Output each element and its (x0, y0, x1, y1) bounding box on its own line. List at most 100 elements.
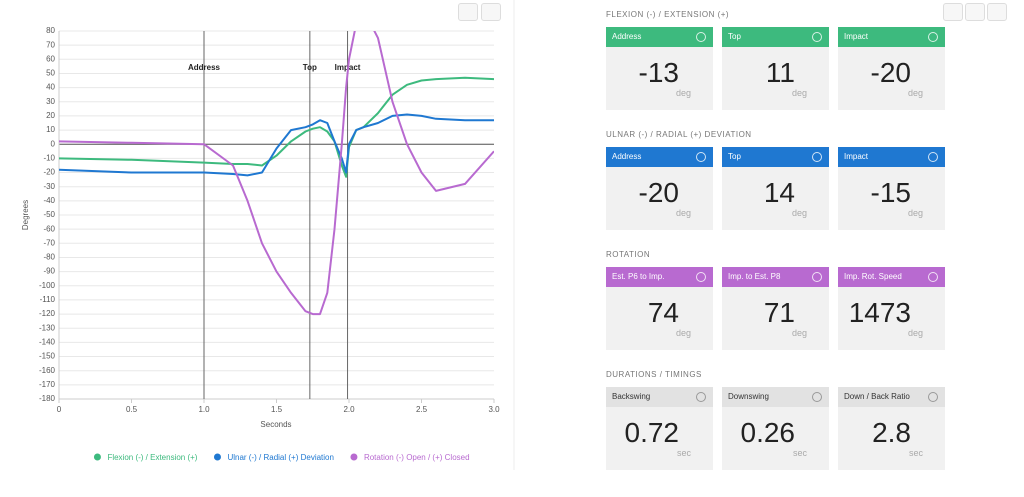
close-icon[interactable] (812, 392, 822, 402)
card-value: -20 (870, 57, 911, 88)
x-axis-label: Seconds (260, 420, 291, 429)
card-unit: deg (907, 208, 923, 218)
expand-button[interactable] (987, 3, 1007, 21)
metrics-panel: FLEXION (-) / EXTENSION (+) Address -13 deg… (600, 0, 1020, 497)
close-icon[interactable] (696, 152, 706, 162)
card-unit: deg (907, 88, 923, 98)
section-title: ULNAR (-) / RADIAL (+) DEVIATION (606, 130, 752, 139)
close-icon[interactable] (812, 272, 822, 282)
series-line (59, 113, 494, 177)
y-tick-label: -120 (39, 309, 56, 318)
y-tick-label: 10 (46, 125, 55, 134)
card-header: Impact (838, 147, 945, 167)
legend-label: Ulnar (-) / Radial (+) Deviation (227, 453, 333, 462)
y-tick-label: -150 (39, 352, 56, 361)
y-tick-label: 70 (46, 40, 55, 49)
y-axis-label: Degrees (21, 200, 30, 230)
close-icon[interactable] (928, 392, 938, 402)
card-unit: deg (791, 208, 807, 218)
metric-card: Top 11 deg (722, 27, 829, 110)
y-tick-label: -140 (39, 337, 56, 346)
series-line (59, 76, 494, 178)
legend: Flexion (-) / Extension (+) Ulnar (-) / R… (93, 453, 470, 462)
metric-card: Impact -20 deg (838, 27, 945, 110)
card-unit: deg (675, 88, 691, 98)
card-header: Imp. Rot. Speed (838, 267, 945, 287)
expand-button[interactable] (481, 3, 501, 21)
close-icon[interactable] (696, 392, 706, 402)
legend-label: Rotation (-) Open / (+) Closed (364, 453, 470, 462)
card-header: Address (606, 147, 713, 167)
card-unit: deg (675, 208, 691, 218)
x-tick-label: 2.5 (416, 405, 428, 414)
x-tick-label: 3.0 (488, 405, 500, 414)
grid-view-button[interactable] (965, 3, 985, 21)
section-title: DURATIONS / TIMINGS (606, 370, 702, 379)
card-unit: sec (908, 448, 923, 458)
card-label: Impact (844, 32, 869, 41)
chart: Degrees Seconds -180 -170 -160 -150 -140 -130… (21, 0, 515, 470)
card-header: Top (722, 27, 829, 47)
legend-swatch (93, 453, 101, 461)
section-title: ROTATION (606, 250, 651, 259)
card-value: 2.8 (872, 417, 911, 448)
close-icon[interactable] (928, 152, 938, 162)
metric-card: Imp. Rot. Speed 1473 deg (838, 267, 945, 350)
y-tick-label: -90 (43, 267, 55, 276)
card-label: Backswing (612, 392, 651, 401)
section-title: FLEXION (-) / EXTENSION (+) (606, 10, 730, 19)
y-tick-label: -60 (43, 224, 55, 233)
view-button[interactable] (943, 3, 963, 21)
card-label: Down / Back Ratio (844, 392, 910, 401)
legend-swatch (213, 453, 221, 461)
card-unit: deg (791, 328, 807, 338)
card-value: 0.72 (624, 417, 680, 448)
card-header: Address (606, 27, 713, 47)
y-tick-label: 50 (46, 69, 55, 78)
card-value: 71 (763, 297, 795, 328)
series-line (59, 31, 494, 316)
card-header: Est. P6 to Imp. (606, 267, 713, 287)
y-tick-label: 80 (46, 26, 55, 35)
y-tick-label: -80 (43, 253, 55, 262)
metric-card: Top 14 deg (722, 147, 829, 230)
y-tick-label: 30 (46, 97, 55, 106)
event-label: Top (303, 63, 317, 72)
card-unit: deg (675, 328, 691, 338)
event-label: Address (188, 63, 221, 72)
y-tick-label: -160 (39, 366, 56, 375)
card-unit: sec (792, 448, 807, 458)
close-icon[interactable] (928, 272, 938, 282)
card-unit: deg (907, 328, 923, 338)
grid-view-button[interactable] (458, 3, 478, 21)
y-tick-label: -130 (39, 323, 56, 332)
close-icon[interactable] (812, 152, 822, 162)
x-tick-label: 1.5 (271, 405, 283, 414)
close-icon[interactable] (928, 32, 938, 42)
close-icon[interactable] (696, 272, 706, 282)
y-tick-label: 20 (46, 111, 55, 120)
card-header: Down / Back Ratio (838, 387, 945, 407)
metric-card: Down / Back Ratio 2.8 sec (838, 387, 945, 470)
card-label: Imp. to Est. P8 (728, 272, 781, 281)
y-tick-label: 0 (51, 139, 56, 148)
x-tick-label: 0.5 (126, 405, 138, 414)
card-label: Downswing (728, 392, 769, 401)
legend-label: Flexion (-) / Extension (+) (107, 453, 197, 462)
card-label: Top (728, 152, 741, 161)
metric-card: Imp. to Est. P8 71 deg (722, 267, 829, 350)
card-value: 11 (765, 57, 795, 88)
metric-card: Est. P6 to Imp. 74 deg (606, 267, 713, 350)
card-header: Imp. to Est. P8 (722, 267, 829, 287)
card-label: Imp. Rot. Speed (844, 272, 902, 281)
y-tick-label: 40 (46, 83, 55, 92)
close-icon[interactable] (812, 32, 822, 42)
y-tick-label: -50 (43, 210, 55, 219)
metric-card: Backswing 0.72 sec (606, 387, 713, 470)
card-label: Impact (844, 152, 869, 161)
card-value: -20 (638, 177, 679, 208)
close-icon[interactable] (696, 32, 706, 42)
metric-card: Impact -15 deg (838, 147, 945, 230)
card-header: Impact (838, 27, 945, 47)
